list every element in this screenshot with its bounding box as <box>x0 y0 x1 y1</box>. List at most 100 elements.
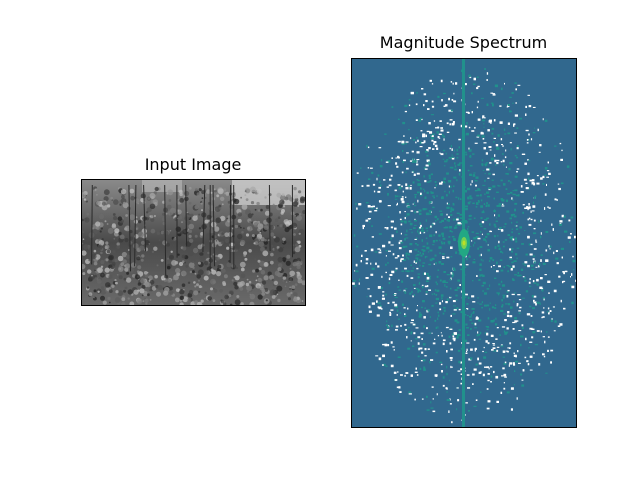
spectrum-pixel <box>431 386 434 388</box>
spectrum-pixel <box>488 260 491 262</box>
spectrum-pixel <box>515 88 517 91</box>
spectrum-pixel <box>533 201 534 204</box>
spectrum-pixel <box>395 195 399 198</box>
foliage-speck <box>247 290 249 293</box>
spectrum-pixel <box>437 136 440 139</box>
spectrum-pixel <box>435 220 437 222</box>
spectrum-pixel <box>438 137 441 139</box>
spectrum-pixel <box>398 186 402 190</box>
spectrum-pixel <box>494 307 497 309</box>
spectrum-pixel <box>536 283 539 286</box>
spectrum-pixel <box>358 203 362 206</box>
spectrum-pixel <box>450 145 452 148</box>
spectrum-pixel <box>377 190 381 193</box>
spectrum-pixel <box>425 164 429 167</box>
spectrum-pixel <box>407 258 410 260</box>
spectrum-pixel <box>430 401 432 404</box>
foliage-speck <box>138 220 142 224</box>
foliage-speck <box>277 267 282 272</box>
spectrum-pixel <box>554 198 557 201</box>
foliage-speck <box>294 214 296 217</box>
spectrum-pixel <box>426 309 429 313</box>
foliage-speck <box>224 238 229 243</box>
spectrum-pixel <box>396 314 398 316</box>
foliage-speck <box>107 296 111 300</box>
spectrum-pixel <box>496 191 499 193</box>
spectrum-pixel <box>531 328 535 330</box>
spectrum-pixel <box>417 336 421 339</box>
foliage-speck <box>94 230 98 234</box>
foliage-speck <box>203 297 206 300</box>
spectrum-pixel <box>493 223 496 226</box>
spectrum-pixel <box>470 348 473 351</box>
spectrum-pixel <box>446 298 449 301</box>
foliage-speck <box>120 189 127 195</box>
spectrum-pixel <box>473 237 477 240</box>
foliage-speck <box>179 302 184 305</box>
spectrum-pixel <box>520 343 522 347</box>
spectrum-pixel <box>551 223 553 226</box>
foliage-speck <box>190 258 196 264</box>
spectrum-pixel <box>460 373 463 375</box>
spectrum-pixel <box>415 257 419 259</box>
spectrum-pixel <box>405 329 407 331</box>
spectrum-pixel <box>505 166 507 168</box>
spectrum-pixel <box>376 177 378 181</box>
spectrum-pixel <box>355 263 358 267</box>
spectrum-pixel <box>408 99 411 101</box>
foliage-speck <box>256 201 260 206</box>
spectrum-pixel <box>436 289 440 292</box>
spectrum-pixel <box>494 84 498 88</box>
spectrum-pixel <box>513 124 515 127</box>
foliage-speck <box>223 302 227 305</box>
spectrum-pixel <box>425 237 428 239</box>
spectrum-pixel <box>403 135 405 137</box>
spectrum-pixel <box>567 236 571 239</box>
spectrum-pixel <box>379 287 383 289</box>
spectrum-pixel <box>426 256 428 258</box>
spectrum-pixel <box>501 345 504 347</box>
spectrum-pixel <box>419 231 422 234</box>
spectrum-pixel <box>440 127 443 129</box>
spectrum-pixel <box>473 338 476 341</box>
spectrum-pixel <box>456 223 459 226</box>
foliage-speck <box>255 268 259 273</box>
spectrum-pixel <box>488 172 491 175</box>
spectrum-pixel <box>405 141 409 143</box>
spectrum-pixel <box>371 225 373 227</box>
spectrum-pixel <box>397 371 399 373</box>
spectrum-pixel <box>425 219 427 222</box>
spectrum-pixel <box>536 278 539 282</box>
spectrum-pixel <box>420 192 422 195</box>
spectrum-pixel <box>483 228 487 230</box>
spectrum-pixel <box>358 282 360 285</box>
foliage-speck <box>233 281 238 286</box>
foliage-speck <box>181 260 185 263</box>
spectrum-pixel <box>448 192 450 194</box>
spectrum-pixel <box>416 244 419 246</box>
spectrum-pixel <box>467 334 470 336</box>
foliage-speck <box>281 193 285 197</box>
spectrum-pixel <box>425 212 430 216</box>
foliage-speck <box>160 259 164 262</box>
spectrum-pixel <box>382 343 385 346</box>
spectrum-pixel <box>442 235 444 237</box>
spectrum-pixel <box>449 278 452 281</box>
spectrum-pixel <box>406 274 409 277</box>
spectrum-pixel <box>399 312 402 314</box>
foliage-speck <box>123 277 127 281</box>
foliage-speck <box>157 284 163 291</box>
spectrum-pixel <box>518 362 521 364</box>
foliage-speck <box>94 269 96 272</box>
foliage-speck <box>221 203 224 206</box>
spectrum-pixel <box>376 314 380 317</box>
spectrum-pixel <box>511 248 514 250</box>
spectrum-pixel <box>503 266 505 268</box>
foliage-speck <box>160 230 165 235</box>
spectrum-pixel <box>481 301 483 303</box>
spectrum-pixel <box>474 180 478 182</box>
spectrum-pixel <box>426 280 429 282</box>
foliage-speck <box>87 269 92 274</box>
spectrum-pixel <box>378 251 382 254</box>
spectrum-pixel <box>544 167 548 170</box>
